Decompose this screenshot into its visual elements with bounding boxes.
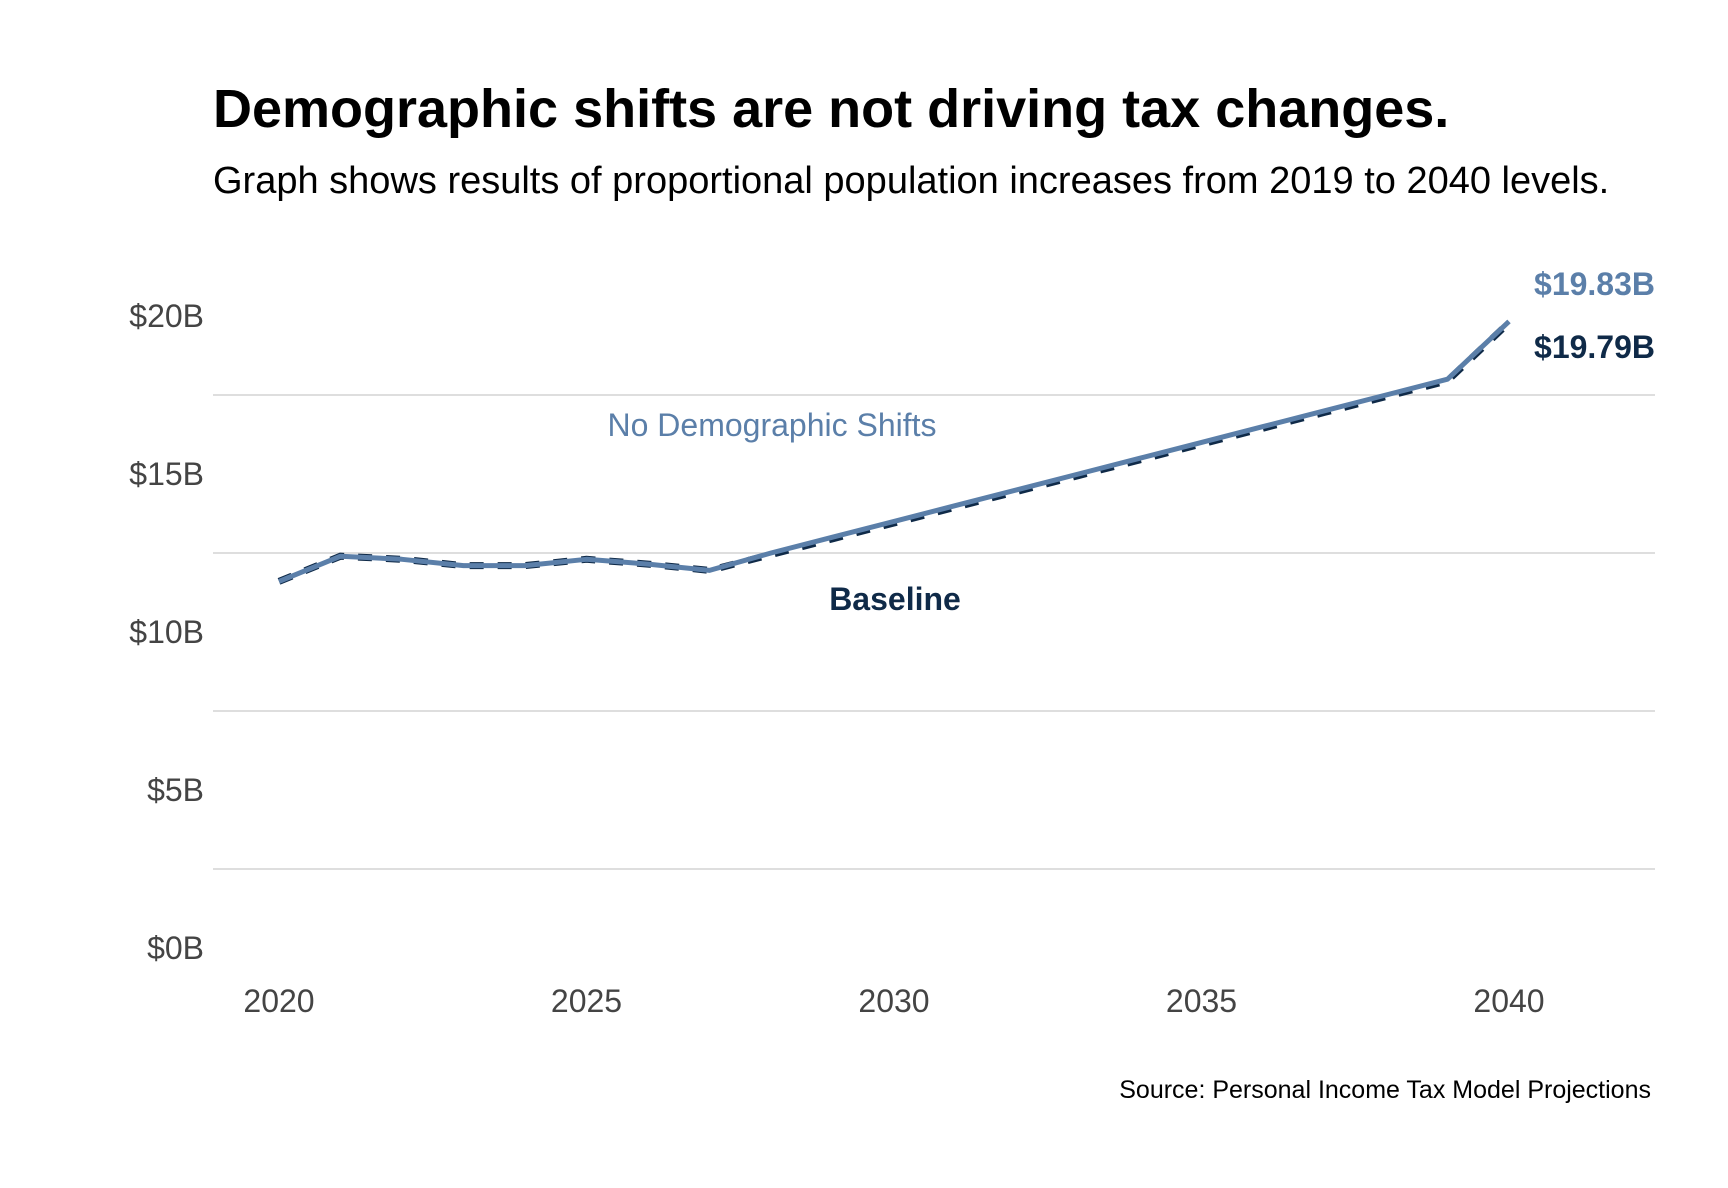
series-line-no-demographic-shifts [278, 319, 1511, 584]
x-tick-label: 2025 [551, 983, 622, 1019]
end-value-no-demographic-shifts: $19.83B [1534, 266, 1655, 302]
x-axis-ticks: 2020 2025 2030 2035 2040 [243, 983, 1544, 1019]
y-tick-label: $0B [147, 930, 204, 966]
series-line-baseline [277, 320, 1512, 585]
x-tick-label: 2030 [858, 983, 929, 1019]
x-tick-label: 2020 [243, 983, 314, 1019]
y-tick-label: $15B [129, 456, 204, 492]
chart-title: Demographic shifts are not driving tax c… [213, 79, 1450, 139]
gridlines [213, 394, 1655, 870]
series-label-baseline: Baseline [829, 581, 961, 617]
y-tick-label: $5B [147, 772, 204, 808]
y-tick-label: $10B [129, 614, 204, 650]
y-axis-ticks: $0B $5B $10B $15B $20B [129, 298, 204, 966]
x-tick-label: 2035 [1166, 983, 1237, 1019]
x-tick-label: 2040 [1473, 983, 1544, 1019]
end-value-baseline: $19.79B [1534, 329, 1655, 365]
chart-subtitle: Graph shows results of proportional popu… [213, 160, 1610, 202]
y-tick-label: $20B [129, 298, 204, 334]
series-label-no-demographic-shifts: No Demographic Shifts [607, 407, 936, 443]
source-note: Source: Personal Income Tax Model Projec… [1119, 1076, 1651, 1104]
